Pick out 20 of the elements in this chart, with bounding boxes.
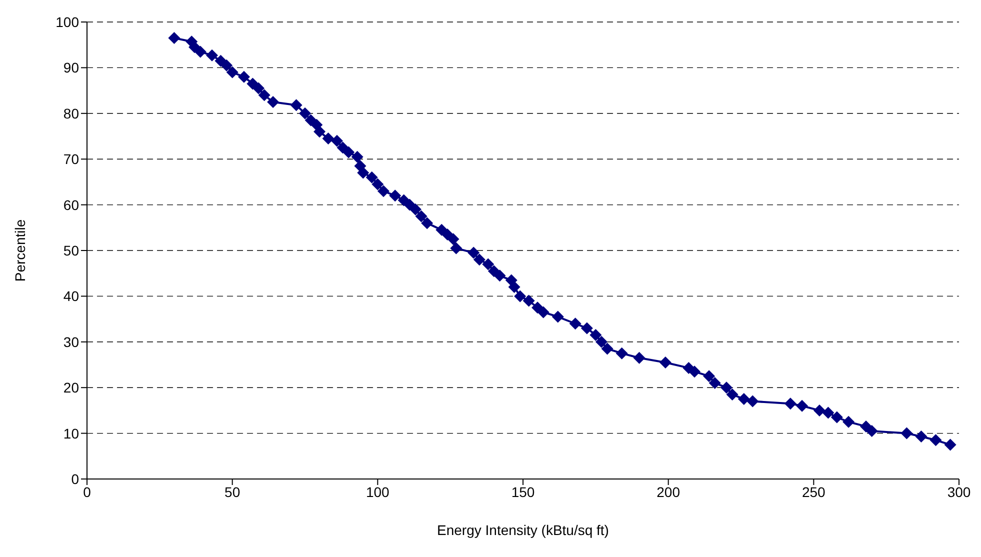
- x-tick-label: 150: [511, 484, 535, 500]
- y-tick-label: 60: [63, 196, 80, 213]
- x-tick-label: 250: [802, 484, 826, 500]
- x-tick-label: 100: [366, 484, 390, 500]
- y-tick-label: 0: [71, 470, 80, 487]
- y-tick-label: 30: [63, 334, 80, 350]
- y-axis-title: Percentile: [12, 219, 28, 282]
- x-axis-title: Energy Intensity (kBtu/sq ft): [437, 522, 609, 538]
- y-tick-label: 20: [63, 380, 80, 396]
- y-tick-label: 40: [63, 288, 80, 304]
- y-tick-label: 90: [63, 60, 80, 76]
- y-tick-label: 100: [56, 14, 80, 30]
- y-tick-label: 50: [63, 242, 80, 258]
- y-tick-label: 70: [63, 151, 80, 168]
- x-tick-label: 0: [83, 484, 92, 500]
- x-tick-label: 300: [947, 484, 971, 500]
- y-tick-label: 80: [63, 105, 80, 122]
- y-tick-label: 10: [63, 425, 80, 442]
- x-tick-label: 50: [224, 484, 240, 500]
- x-tick-label: 200: [656, 484, 680, 500]
